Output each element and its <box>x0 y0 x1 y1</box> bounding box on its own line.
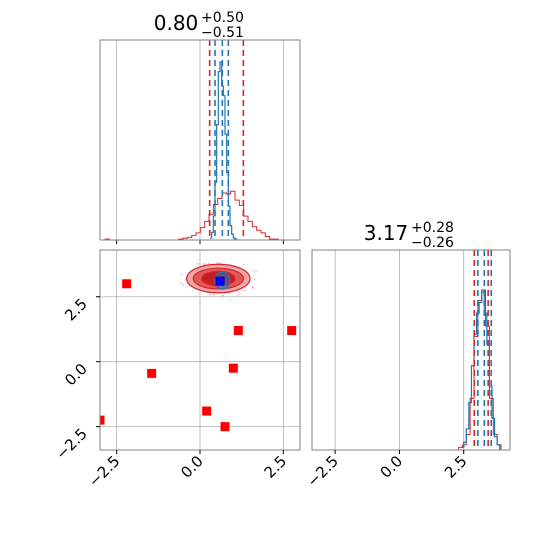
scatter-sample-point <box>238 291 241 294</box>
hist-param1-x-ticklabel-0: −2.5 <box>303 452 341 490</box>
title-param1-minus: −0.26 <box>411 235 454 251</box>
scatter-sample-point <box>203 262 206 265</box>
red-square-marker-3 <box>147 368 157 378</box>
hist-param1-frame <box>311 249 511 451</box>
red-square-marker-0 <box>122 279 132 289</box>
hist-param1-blue-series <box>461 291 501 450</box>
title-param0-minus: −0.51 <box>201 25 244 41</box>
title-param0: 0.80 +0.50 −0.51 <box>154 10 244 41</box>
blue-square-marker <box>215 276 225 286</box>
scatter-sample-point <box>243 289 246 292</box>
scatter-sample-point <box>213 295 216 298</box>
hist-param1-panel: −2.5 0.0 2.5 <box>303 249 511 491</box>
scatter-sample-point <box>180 273 183 276</box>
scatter-sample-point <box>209 293 212 296</box>
hist-param0-panel <box>99 39 301 244</box>
scatter-sample-point <box>255 270 257 273</box>
scatter-panel: −2.5 0.0 2.5−2.50.02.5 <box>0 240 301 491</box>
red-square-marker-7 <box>220 422 230 432</box>
red-square-marker-4 <box>228 363 238 373</box>
scatter-x-ticklabel-1: 0.0 <box>177 452 207 482</box>
scatter-sample-point <box>212 294 215 296</box>
title-param0-plus: +0.50 <box>201 10 244 26</box>
scatter-sample-point <box>182 284 184 286</box>
scatter-sample-point <box>242 263 245 266</box>
blue-contour-level-0 <box>214 271 231 290</box>
title-param1-plus: +0.28 <box>411 220 454 236</box>
hist-param0-blue-series <box>210 61 238 240</box>
scatter-sample-point <box>184 278 187 281</box>
hist-param1-x-ticklabel-2: 2.5 <box>441 452 471 482</box>
red-square-marker-5 <box>202 406 212 416</box>
red-square-marker-1 <box>233 326 243 336</box>
scatter-sample-point <box>180 282 182 285</box>
scatter-sample-point <box>253 278 256 281</box>
scatter-x-ticklabel-2: 2.5 <box>261 452 291 482</box>
scatter-sample-point <box>252 287 254 290</box>
scatter-sample-point <box>216 262 219 264</box>
scatter-left-mask <box>0 240 100 460</box>
title-param1-value: 3.17 <box>364 221 409 245</box>
title-param1: 3.17 +0.28 −0.26 <box>364 220 454 251</box>
scatter-sample-point <box>222 294 225 297</box>
red-square-marker-2 <box>287 326 297 336</box>
title-param0-value: 0.80 <box>154 11 199 35</box>
scatter-sample-point <box>251 269 254 272</box>
hist-param1-x-ticklabel-1: 0.0 <box>377 452 407 482</box>
scatter-sample-point <box>196 262 199 265</box>
scatter-sample-point <box>237 293 239 296</box>
scatter-sample-point <box>220 295 223 298</box>
hist-param1-red-series <box>312 289 509 451</box>
scatter-sample-point <box>207 262 210 265</box>
scatter-sample-point <box>219 262 222 264</box>
